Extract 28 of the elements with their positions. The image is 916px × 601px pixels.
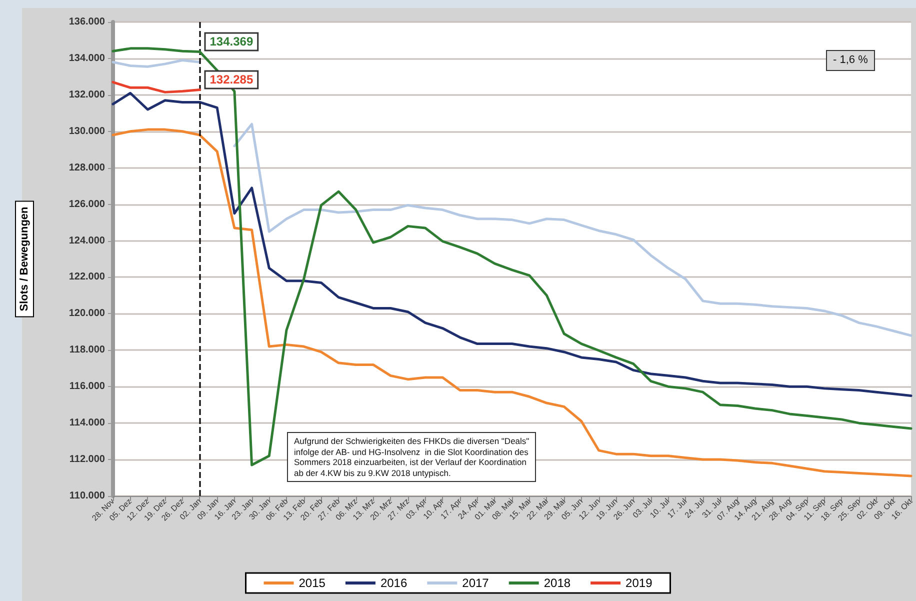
- y-tick-label: 134.000: [68, 52, 106, 64]
- y-tick-label: 126.000: [68, 198, 106, 210]
- y-tick-label: 118.000: [69, 344, 106, 356]
- y-tick-label: 114.000: [69, 418, 106, 429]
- legend-label: 2017: [462, 576, 490, 590]
- y-axis-title: Slots / Bewegungen: [18, 206, 30, 312]
- line-series: [112, 128, 912, 478]
- y-tick-label: 116.000: [69, 381, 106, 392]
- legend-label: 2016: [380, 576, 408, 590]
- y-tick-label: 110.000: [69, 490, 106, 502]
- line-series: [112, 80, 201, 94]
- y-tick-label: 132.000: [68, 89, 106, 100]
- y-tick-label: 122.000: [68, 272, 106, 283]
- annotation: 134.369: [210, 34, 254, 49]
- legend-label: 2019: [626, 576, 653, 590]
- y-tick-label: 124.000: [68, 235, 106, 246]
- y-tick-label: 112.000: [69, 454, 106, 466]
- y-tick-label: 128.000: [68, 162, 106, 174]
- annotation: Aufgrund der Schwierigkeiten des FHKDs die diversen "Deals" infolge der AB- und HG-Insolvenz in die Slot Koordination des Sommers 2018 einzuarbeiten, ist der Verlauf der Koordination ab der 4.KW bis zu 9.KW 2018 untypisch.: [287, 432, 536, 482]
- line-series: [112, 92, 912, 397]
- annotation: - 1,6 %: [826, 50, 875, 71]
- legend-label: 2018: [544, 576, 571, 590]
- y-tick-label: 130.000: [68, 126, 106, 137]
- line-series: [112, 47, 912, 466]
- annotation: 132.285: [210, 72, 254, 87]
- y-tick-label: 136.000: [68, 16, 106, 28]
- y-tick-label: 120.000: [68, 308, 106, 320]
- legend-label: 2015: [298, 576, 326, 590]
